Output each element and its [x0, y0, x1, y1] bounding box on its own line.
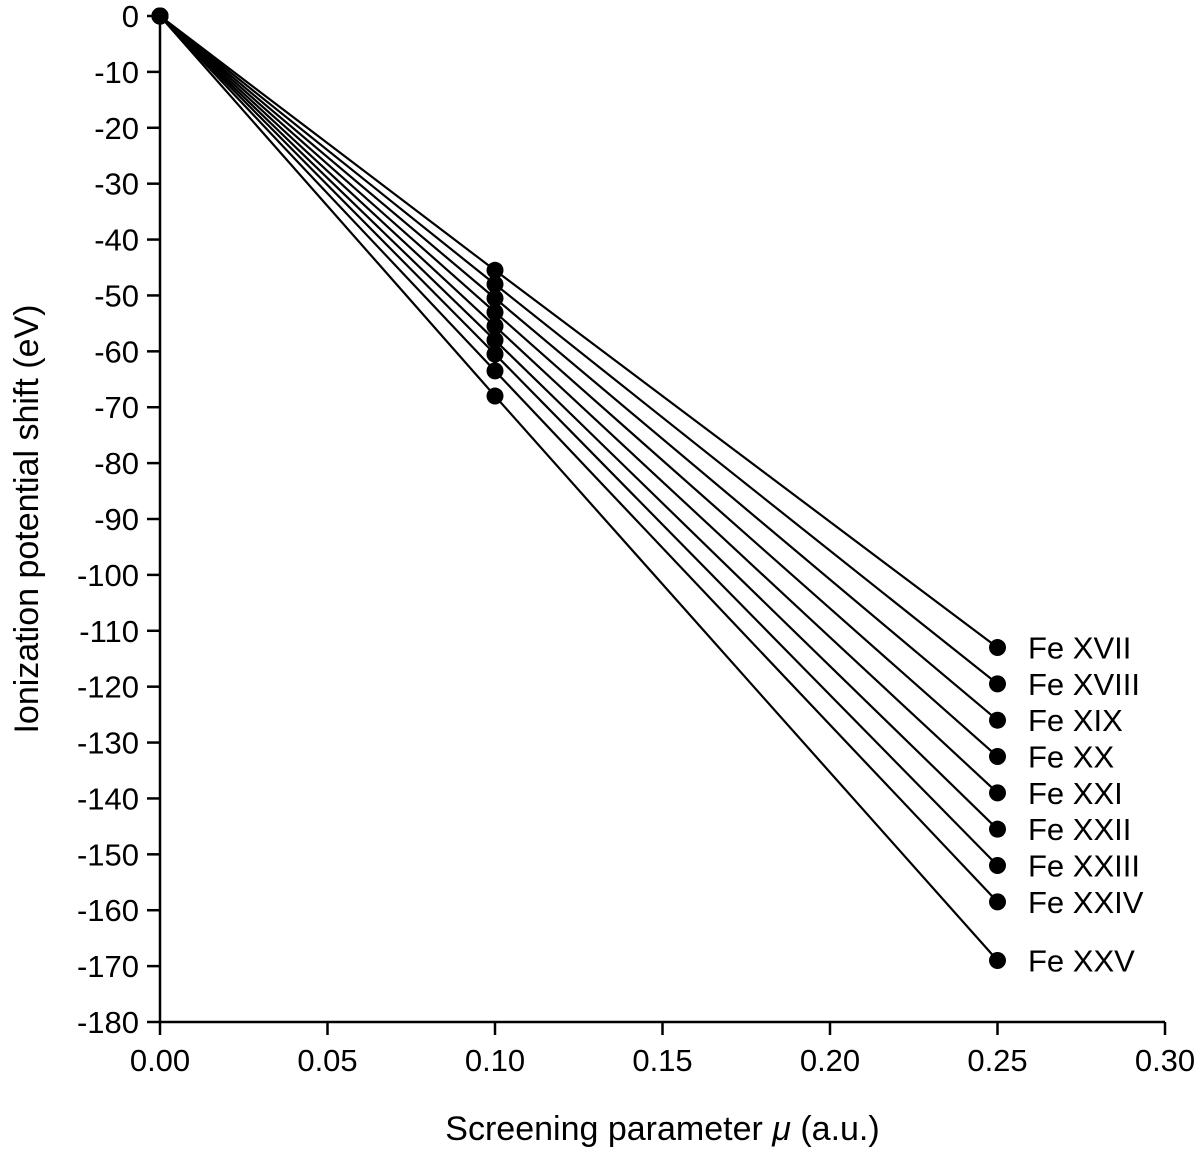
data-point-marker [989, 893, 1006, 911]
y-tick-label: -20 [94, 111, 139, 146]
data-point-marker [989, 639, 1006, 657]
data-point-marker [989, 820, 1006, 838]
data-point-marker [151, 7, 169, 25]
x-tick-label: 0.25 [967, 1043, 1027, 1078]
y-tick-label: -40 [94, 223, 139, 258]
data-point-marker [989, 711, 1006, 729]
data-point-marker [486, 317, 504, 335]
series-label: Fe XXII [1028, 812, 1131, 847]
x-axis-title: Screening parameter μ (a.u.) [445, 1110, 879, 1148]
series-line [159, 15, 999, 758]
series-label: Fe XX [1028, 740, 1114, 775]
series-label: Fe XXIII [1028, 849, 1140, 884]
series-label: Fe XXV [1028, 944, 1135, 979]
series-label: Fe XVIII [1028, 667, 1140, 702]
data-point-marker [989, 675, 1006, 693]
data-point-marker [486, 261, 504, 279]
data-point-marker [486, 275, 504, 293]
y-tick-label: -70 [94, 390, 139, 425]
series-line [159, 15, 999, 962]
y-tick-label: -110 [79, 614, 139, 649]
y-tick-label: -50 [94, 278, 139, 313]
mu-symbol: μ [771, 1110, 791, 1148]
data-point-marker [989, 784, 1006, 802]
series-line [159, 15, 999, 685]
data-point-marker [486, 362, 504, 380]
y-tick-label: -140 [77, 781, 139, 816]
y-tick-label: -130 [77, 726, 139, 761]
y-axis-title: Ionization potential shift (eV) [8, 304, 46, 733]
series-label: Fe XXIV [1028, 885, 1144, 920]
x-tick-label: 0.10 [465, 1043, 525, 1078]
series-line [159, 15, 999, 867]
data-point-marker [989, 748, 1006, 766]
y-tick-label: -90 [94, 502, 139, 537]
y-tick-label: 0 [122, 0, 139, 34]
y-tick-label: -180 [77, 1005, 139, 1040]
data-point-marker [486, 289, 504, 307]
data-point-marker [486, 345, 504, 363]
data-point-marker [989, 952, 1006, 970]
data-point-marker [486, 303, 504, 321]
series-line [159, 15, 999, 830]
series-label: Fe XVII [1028, 631, 1131, 666]
y-tick-label: -80 [94, 446, 139, 481]
series-label: Fe XXI [1028, 776, 1123, 811]
y-tick-label: -10 [94, 55, 139, 90]
x-tick-label: 0.05 [297, 1043, 357, 1078]
series-label: Fe XIX [1028, 703, 1123, 738]
data-point-marker [989, 857, 1006, 875]
x-tick-label: 0.20 [800, 1043, 860, 1078]
series-line [159, 15, 999, 722]
y-tick-label: -60 [94, 334, 139, 369]
series-line [159, 15, 999, 794]
series-line [159, 15, 999, 649]
x-tick-label: 0.30 [1135, 1043, 1195, 1078]
y-tick-label: -160 [77, 893, 139, 928]
y-tick-label: -120 [77, 670, 139, 705]
y-tick-label: -30 [94, 167, 139, 202]
y-tick-label: -150 [77, 837, 139, 872]
y-tick-label: -170 [77, 949, 139, 984]
data-point-marker [486, 331, 504, 349]
series-line [159, 15, 999, 903]
x-tick-label: 0.15 [632, 1043, 692, 1078]
x-tick-label: 0.00 [130, 1043, 190, 1078]
data-point-marker [486, 387, 504, 405]
y-tick-label: -100 [77, 558, 139, 593]
